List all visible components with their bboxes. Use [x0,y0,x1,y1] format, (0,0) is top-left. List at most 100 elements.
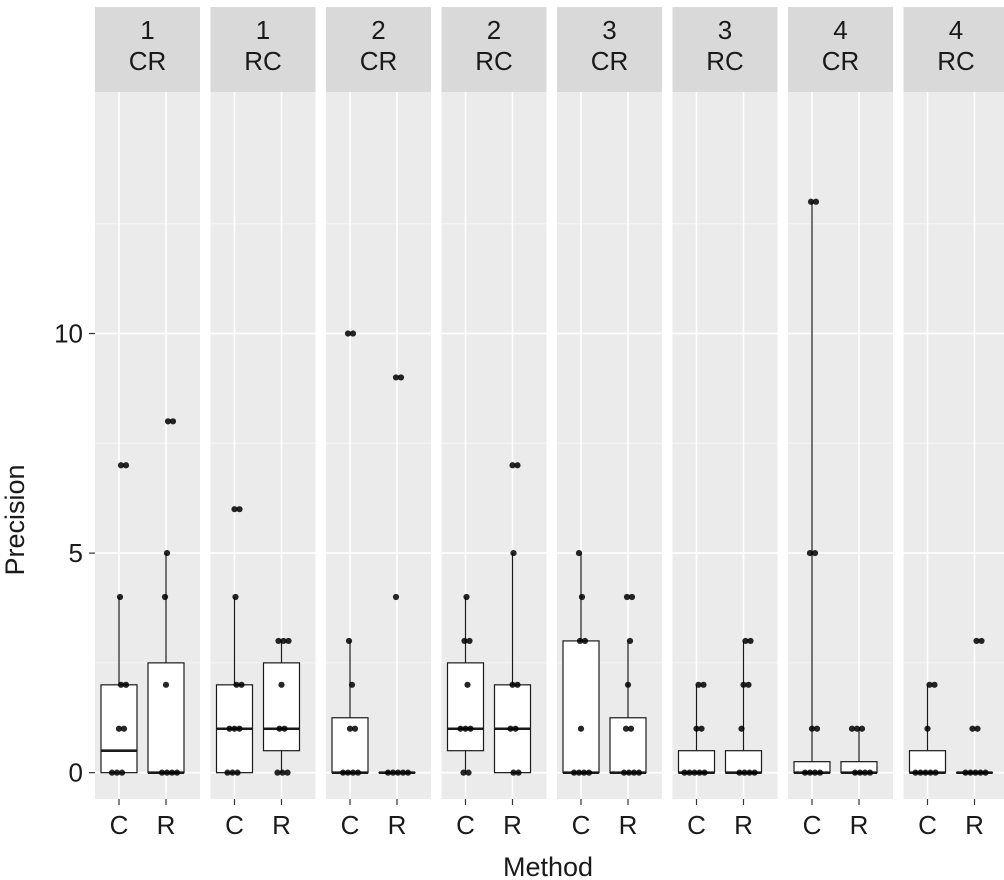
data-point [275,637,282,645]
box-R [262,637,301,776]
data-point [339,769,347,776]
data-point [238,681,245,688]
facet-strip-label: CR [129,46,167,76]
data-point [162,681,170,688]
data-point [982,769,989,776]
data-point [515,769,522,776]
data-point [509,462,516,469]
data-point [122,681,130,688]
data-point [231,506,238,513]
data-point [392,374,400,381]
data-point [354,769,362,776]
data-point [576,637,584,645]
box-R [147,418,185,776]
box-C [908,681,947,776]
facet-panel: 1RC C R [210,7,316,840]
facet-panel: 2RC C R [441,7,547,840]
data-point [924,725,931,732]
data-point [169,418,177,425]
data-point [738,725,745,732]
x-tick-label: R [503,810,522,840]
data-point [397,374,405,381]
data-point [969,725,976,732]
y-tick-label: 10 [54,319,83,349]
data-point [233,681,240,688]
data-point [575,769,583,776]
data-point [745,681,752,688]
data-point [693,725,700,732]
facet-strip-label: 1 [140,15,154,45]
box-body [724,750,763,774]
facet-strip-label: 1 [256,15,270,45]
panel-background [326,92,431,799]
facet-strip-label: 2 [371,15,385,45]
data-point [465,769,472,776]
x-axis-title: Method [503,852,593,880]
data-point [932,769,939,776]
box-C [793,198,831,776]
data-point [276,725,283,732]
x-tick-label: C [456,810,475,840]
facet-strip-label: 3 [602,15,616,45]
data-point [811,549,819,557]
facet-strip-label: RC [475,46,513,76]
data-point [463,593,470,601]
data-point [117,681,125,688]
data-point [278,681,285,688]
x-tick-label: R [388,810,407,840]
facet-strip [903,7,1004,92]
data-point [627,725,635,732]
data-point [345,637,353,645]
facet-strip [210,7,316,92]
data-point [510,549,517,557]
data-point [279,769,286,776]
data-point [164,418,172,425]
x-tick-label: C [687,810,706,840]
box-R [609,593,647,776]
data-point [512,725,519,732]
data-point [624,681,632,688]
data-point [514,462,521,469]
data-point [392,593,400,601]
box-R [955,637,994,776]
data-point [926,681,933,688]
data-point [973,637,980,645]
data-point [912,769,919,776]
data-point [399,769,407,776]
box-C [215,506,254,776]
data-point [635,769,643,776]
x-tick-label: C [918,810,937,840]
data-point [622,725,630,732]
data-point [967,769,974,776]
facet-strip-label: 3 [718,15,732,45]
data-point [701,769,708,776]
data-point [460,769,467,776]
data-point [741,769,748,776]
data-point [351,725,359,732]
data-point [163,769,171,776]
facet-strip-label: RC [244,46,282,76]
x-tick-label: R [965,810,984,840]
x-tick-label: C [803,810,822,840]
data-point [231,725,238,732]
data-point [625,769,633,776]
data-point [108,769,116,776]
facet-strip [326,7,431,92]
panel-background [788,92,893,799]
data-point [122,462,130,469]
data-point [811,769,819,776]
y-tick-label: 0 [69,758,83,788]
data-point [751,769,758,776]
x-tick-label: C [341,810,360,840]
box-C [677,681,716,776]
data-point [686,769,693,776]
data-point [866,769,874,776]
data-point [344,769,352,776]
x-tick-label: R [272,810,291,840]
data-point [163,549,171,557]
box-body [562,640,600,774]
